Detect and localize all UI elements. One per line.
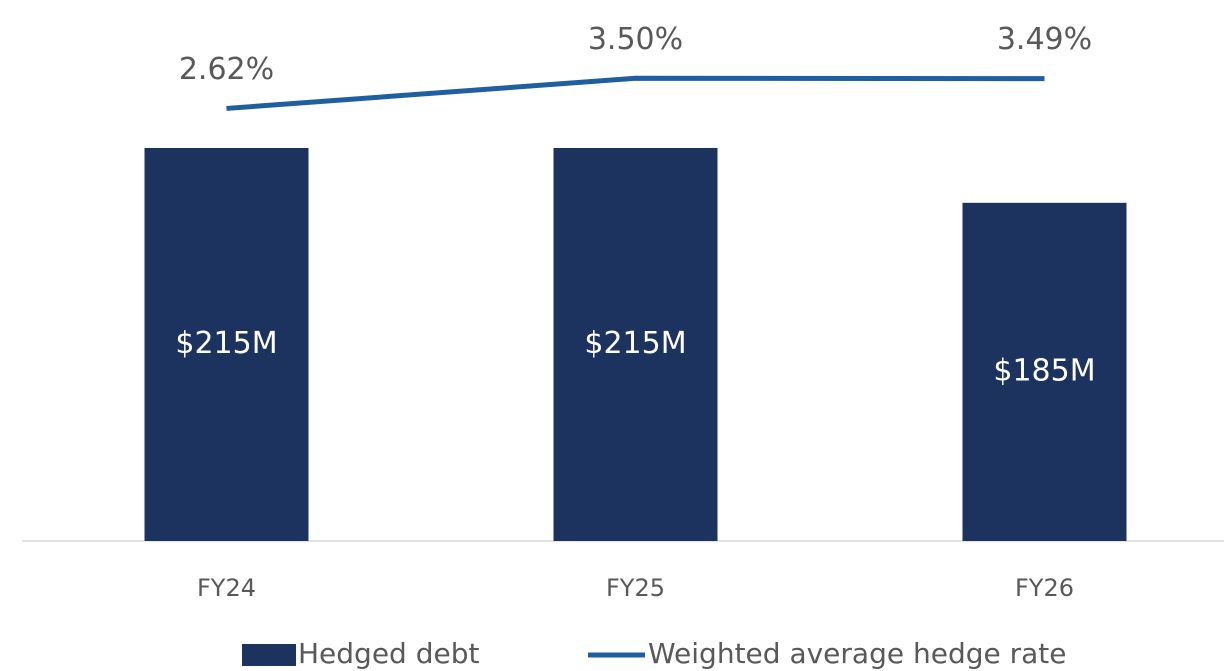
x-tick-label: FY25 xyxy=(606,574,665,602)
bar xyxy=(144,147,309,541)
bar xyxy=(553,147,718,541)
legend-label: Hedged debt xyxy=(298,637,480,670)
bar-value-label: $215M xyxy=(584,326,686,361)
line xyxy=(226,75,1045,111)
line-value-label: 3.49% xyxy=(997,22,1092,57)
legend-label: Weighted average hedge rate xyxy=(648,637,1067,670)
x-tick-label: FY24 xyxy=(197,574,256,602)
line-value-label: 3.50% xyxy=(588,22,683,57)
bar xyxy=(962,202,1127,542)
line-value-label: 2.62% xyxy=(179,52,274,87)
bar-value-label: $215M xyxy=(175,326,277,361)
bar-value-label: $185M xyxy=(993,353,1095,388)
x-tick-label: FY26 xyxy=(1015,574,1074,602)
legend-swatch xyxy=(242,644,296,666)
